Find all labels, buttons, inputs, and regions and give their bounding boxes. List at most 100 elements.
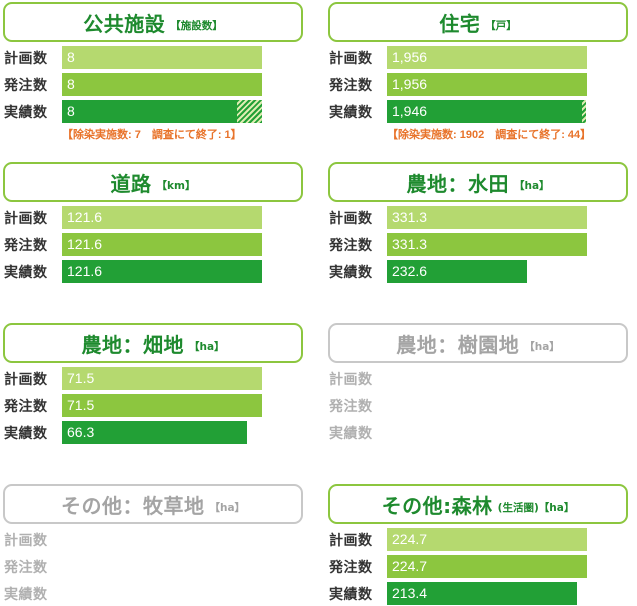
bar-hatched-segment: [582, 100, 586, 123]
bar-track: 1,956: [387, 73, 587, 96]
row-label: 計画数: [4, 51, 48, 67]
bar-plan: 224.7: [387, 528, 587, 551]
bar-track: 8: [62, 46, 262, 69]
bar-track: 1,956: [387, 46, 587, 69]
bar-value-label: 8: [67, 49, 75, 65]
row-label: 計画数: [4, 533, 48, 549]
chart-unit: 【ha】: [524, 340, 560, 353]
bar-track: 224.7: [387, 555, 587, 578]
bar-track: 331.3: [387, 206, 587, 229]
chart-title: 農地：水田: [406, 171, 509, 196]
bar-track: 121.6: [62, 233, 262, 256]
row-label: 実績数: [329, 265, 373, 281]
bar-plan: 121.6: [62, 206, 262, 229]
bar-value-label: 232.6: [392, 263, 428, 279]
row-label: 発注数: [4, 560, 48, 576]
chart-row-order: 発注数 8: [0, 73, 300, 97]
row-label: 発注数: [329, 560, 373, 576]
chart-title: その他:森林: [381, 493, 493, 518]
chart-unit: 【ha】: [209, 501, 246, 514]
chart-title: 公共施設: [83, 11, 166, 36]
chart-title-box: 農地：水田 【ha】: [328, 162, 628, 202]
chart-row-actual: 実績数 213.4: [325, 582, 625, 606]
bar-actual: 66.3: [62, 421, 247, 444]
chart-row-actual: 実績数 232.6: [325, 260, 625, 284]
chart-title: その他：牧草地: [60, 493, 205, 518]
chart-row-actual: 実績数 8: [0, 100, 300, 124]
chart-title-box: 農地：樹園地 【ha】: [328, 323, 628, 363]
bar-actual: 213.4: [387, 582, 577, 605]
chart-title-box: 住宅 【戸】: [328, 2, 628, 42]
row-label: 発注数: [329, 78, 373, 94]
bar-value-label: 1,946: [392, 103, 428, 119]
chart-row-order: 発注数 224.7: [325, 555, 625, 579]
bar-order: 121.6: [62, 233, 262, 256]
bar-value-label: 8: [67, 76, 75, 92]
chart-title-box: その他:森林 (生活圏)【ha】: [328, 484, 628, 524]
row-label: 計画数: [329, 51, 373, 67]
bar-order: 8: [62, 73, 262, 96]
bar-value-label: 121.6: [67, 263, 103, 279]
bar-track: 331.3: [387, 233, 587, 256]
chart-row-actual: 実績数 1,946: [325, 100, 625, 124]
row-label: 実績数: [4, 105, 48, 121]
chart-row-order: 発注数: [325, 394, 625, 418]
bar-actual: 1,946: [387, 100, 586, 123]
bar-track: 1,946: [387, 100, 587, 123]
bar-value-label: 121.6: [67, 236, 103, 252]
chart-title-box: 公共施設 【施設数】: [3, 2, 303, 42]
bar-value-label: 121.6: [67, 209, 103, 225]
chart-title: 住宅: [439, 11, 481, 36]
chart-row-plan: 計画数 121.6: [0, 206, 300, 230]
bar-value-label: 71.5: [67, 397, 95, 413]
bar-value-label: 224.7: [392, 531, 428, 547]
chart-row-order: 発注数 331.3: [325, 233, 625, 257]
bar-order: 224.7: [387, 555, 587, 578]
row-label: 実績数: [4, 587, 48, 603]
row-label: 計画数: [4, 372, 48, 388]
chart-unit: 【km】: [156, 179, 196, 192]
chart-unit: 【ha】: [513, 179, 550, 192]
bar-value-label: 1,956: [392, 76, 428, 92]
chart-row-plan: 計画数 8: [0, 46, 300, 70]
bar-track: 66.3: [62, 421, 262, 444]
chart-title: 農地：畑地: [81, 332, 184, 357]
chart-row-plan: 計画数 71.5: [0, 367, 300, 391]
bar-plan: 8: [62, 46, 262, 69]
bar-value-label: 224.7: [392, 558, 428, 574]
chart-row-actual: 実績数: [325, 421, 625, 445]
row-label: 実績数: [329, 587, 373, 603]
row-label: 計画数: [329, 211, 373, 227]
bar-value-label: 331.3: [392, 209, 428, 225]
row-label: 計画数: [329, 372, 373, 388]
bar-plan: 331.3: [387, 206, 587, 229]
chart-note: 【除染実施数: 7 調査にて終了: 1】: [62, 129, 242, 141]
chart-title-box: 農地：畑地 【ha】: [3, 323, 303, 363]
bar-actual: 232.6: [387, 260, 527, 283]
bar-plan: 1,956: [387, 46, 587, 69]
row-label: 発注数: [4, 78, 48, 94]
chart-row-order: 発注数 71.5: [0, 394, 300, 418]
row-label: 実績数: [329, 105, 373, 121]
bar-track: 121.6: [62, 206, 262, 229]
row-label: 発注数: [329, 238, 373, 254]
chart-unit: (生活圏)【ha】: [497, 501, 575, 514]
bar-value-label: 1,956: [392, 49, 428, 65]
bar-track: 121.6: [62, 260, 262, 283]
row-label: 発注数: [329, 399, 373, 415]
chart-row-plan: 計画数: [325, 367, 625, 391]
bar-track: 71.5: [62, 367, 262, 390]
chart-title-box: その他：牧草地 【ha】: [3, 484, 303, 524]
chart-title-box: 道路 【km】: [3, 162, 303, 202]
row-label: 実績数: [4, 265, 48, 281]
row-label: 計画数: [4, 211, 48, 227]
chart-note: 【除染実施数: 1902 調査にて終了: 44】: [387, 129, 592, 141]
bar-track: 8: [62, 73, 262, 96]
chart-row-order: 発注数 1,956: [325, 73, 625, 97]
bar-track: 232.6: [387, 260, 587, 283]
bar-track: 71.5: [62, 394, 262, 417]
chart-row-plan: 計画数: [0, 528, 300, 552]
chart-row-actual: 実績数 121.6: [0, 260, 300, 284]
chart-row-order: 発注数: [0, 555, 300, 579]
row-label: 計画数: [329, 533, 373, 549]
